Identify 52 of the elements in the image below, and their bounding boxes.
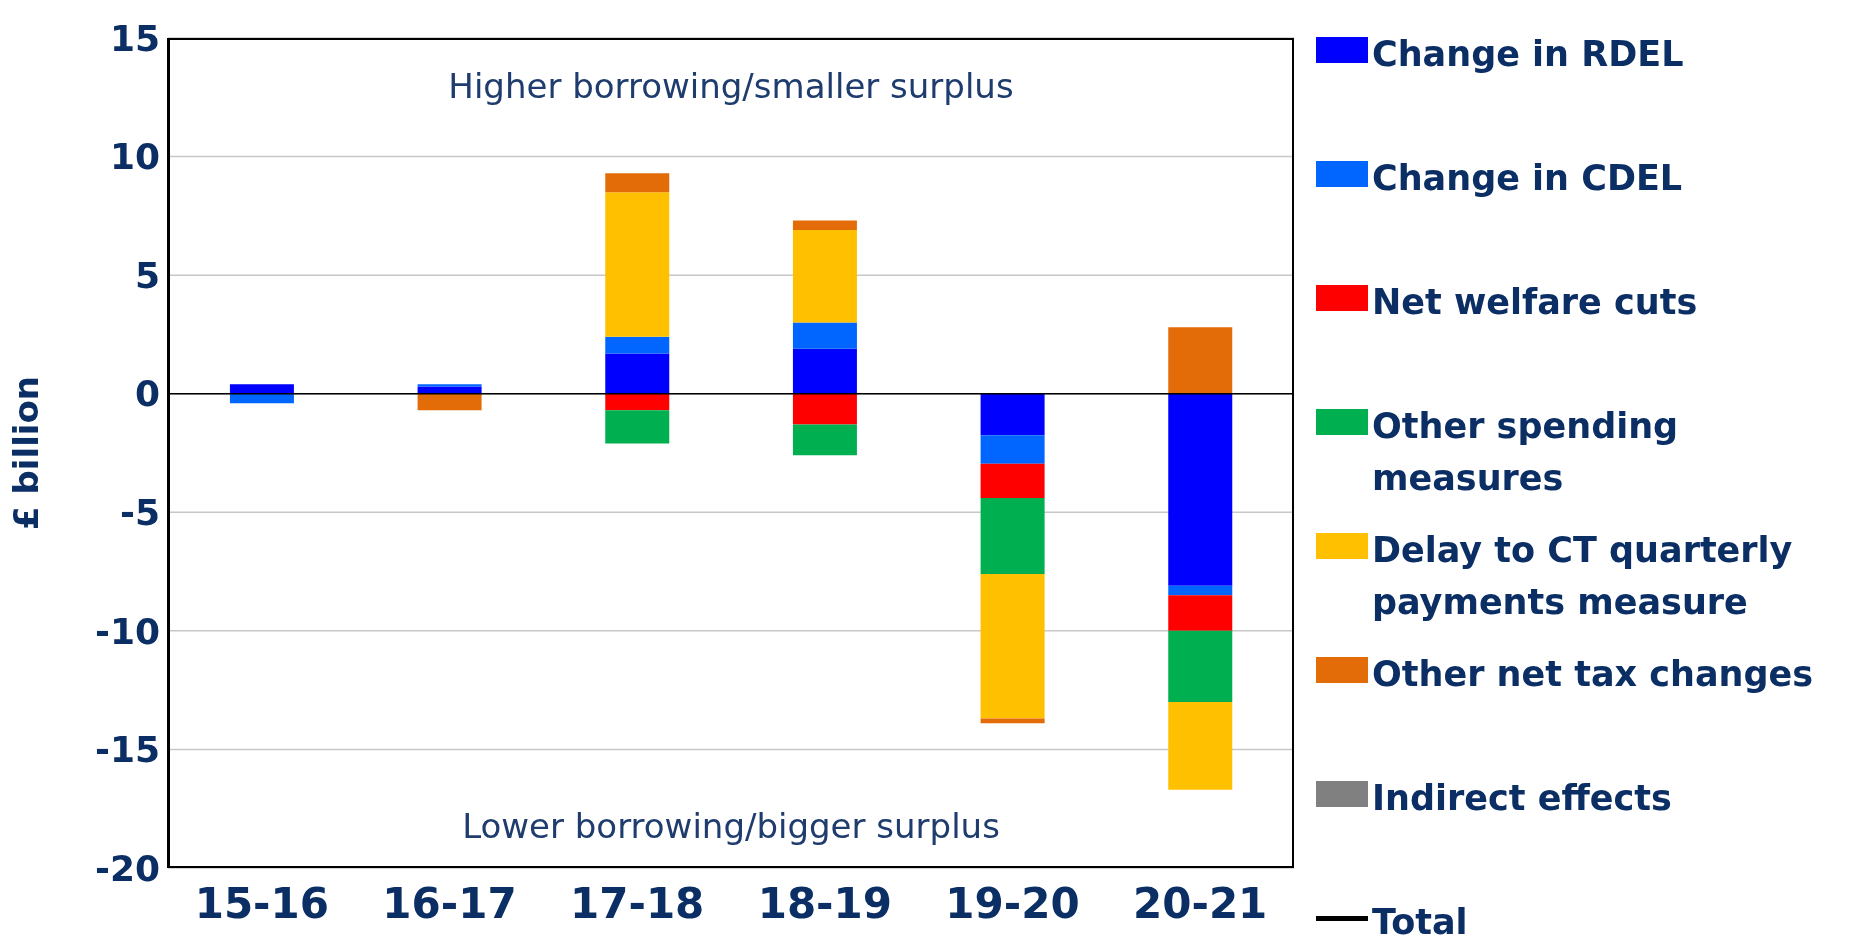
bar <box>1168 702 1233 790</box>
y-tick-label: 5 <box>134 254 160 296</box>
bar <box>1168 595 1233 631</box>
legend-label: Total <box>1372 901 1468 944</box>
y-tick-label: -15 <box>94 729 160 771</box>
y-tick-label: -10 <box>94 610 160 652</box>
annotation: Higher borrowing/smaller surplus <box>447 66 1015 106</box>
bar <box>229 393 294 404</box>
legend-label: Other spending measures <box>1372 405 1680 500</box>
legend-label: Change in CDEL <box>1372 157 1683 200</box>
bar <box>605 336 670 354</box>
bar <box>417 393 482 411</box>
bar <box>980 435 1045 464</box>
bar <box>1168 327 1233 394</box>
y-tick-label: -5 <box>120 492 160 534</box>
x-tick-label: 15-16 <box>194 878 329 928</box>
x-tick-label: 17-18 <box>570 878 705 928</box>
legend-label: Indirect effects <box>1372 777 1672 820</box>
legend-label: Other net tax changes <box>1372 653 1814 696</box>
bar <box>980 393 1045 436</box>
bar <box>792 230 857 323</box>
y-tick-label: 0 <box>134 373 160 415</box>
bar <box>229 384 294 394</box>
x-tick-label: 20-21 <box>1133 878 1268 928</box>
legend-label: Net welfare cuts <box>1372 281 1698 324</box>
y-tick-label: -20 <box>94 847 160 889</box>
annotation: Lower borrowing/bigger surplus <box>461 806 1001 846</box>
bar <box>605 173 670 193</box>
bar <box>417 384 482 387</box>
bar <box>980 463 1045 499</box>
bar <box>605 410 670 444</box>
bar <box>1168 393 1233 586</box>
x-tick-label: 19-20 <box>945 878 1080 928</box>
bar <box>980 498 1045 574</box>
bar <box>980 573 1045 719</box>
bar <box>792 348 857 394</box>
bar <box>605 353 670 394</box>
x-tick-label: 16-17 <box>382 878 517 928</box>
bar <box>792 424 857 456</box>
bar <box>605 192 670 337</box>
bar <box>792 393 857 425</box>
y-tick-label: 10 <box>109 136 160 178</box>
y-tick-label: 15 <box>109 17 160 59</box>
bar <box>1168 630 1233 702</box>
x-tick-label: 18-19 <box>757 878 892 928</box>
legend-label: Change in RDEL <box>1372 33 1684 76</box>
bar <box>1168 585 1233 596</box>
bar <box>605 393 670 411</box>
bar <box>792 322 857 349</box>
legend-label: Delay to CT quarterly payments measure <box>1372 529 1794 624</box>
bar <box>792 220 857 231</box>
y-axis-title: £ billion <box>6 375 47 531</box>
